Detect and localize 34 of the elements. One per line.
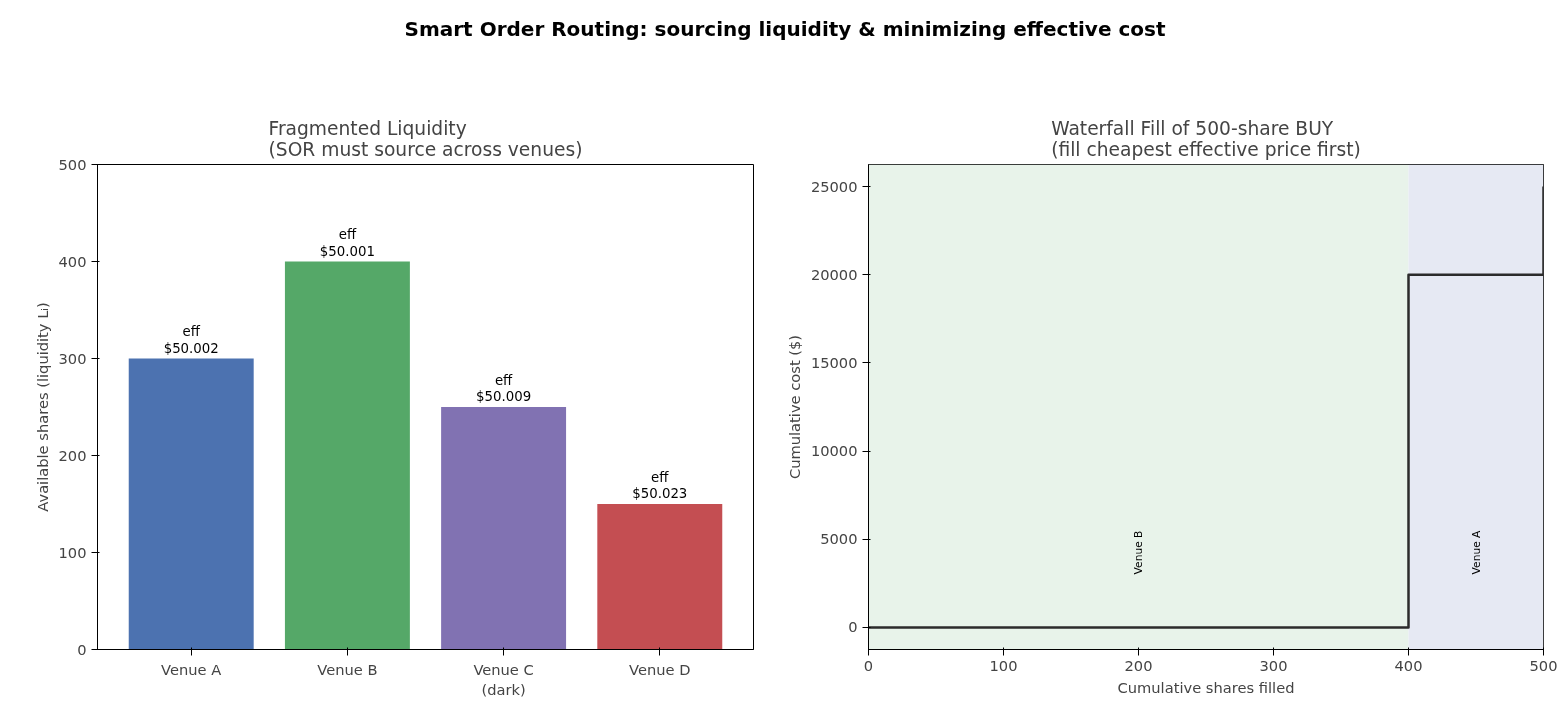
y-tick-label: 20000 (810, 265, 858, 283)
x-tick-label: 200 (1124, 656, 1153, 674)
y-tick-label: 5000 (820, 530, 858, 548)
x-tick-label: Venue A (161, 660, 222, 678)
x-tick-label: Venue C (dark) (473, 660, 534, 698)
x-tick-label: Venue B (317, 660, 378, 678)
y-tick-label: 0 (77, 640, 87, 658)
x-tick-label: Venue D (629, 660, 691, 678)
y-tick-label: 15000 (810, 353, 858, 371)
data-label: eff $50.001 (319, 227, 375, 259)
y-tick-label: 100 (58, 543, 87, 561)
x-tick-label: 500 (1529, 656, 1558, 674)
data-label: eff $50.023 (632, 469, 688, 501)
band-label: Venue A (1469, 529, 1483, 575)
y-tick-label: 300 (58, 349, 87, 367)
data-label: eff $50.009 (476, 372, 532, 404)
text: Smart Order Routing: sourcing liquidity & minimizing effective cost (404, 16, 1166, 43)
x-tick-label: 300 (1259, 656, 1288, 674)
y-tick-label: 25000 (810, 177, 858, 195)
x-tick-label: 400 (1394, 656, 1423, 674)
y-tick-label: 0 (848, 618, 858, 636)
y-tick-label: 400 (58, 252, 87, 270)
data-label: eff $50.002 (163, 324, 219, 356)
band-label: Venue B (1132, 530, 1145, 575)
chart-title: Fragmented Liquidity (SOR must source across venues) (268, 117, 583, 160)
y-tick-label: 10000 (810, 442, 858, 460)
x-tick-label: 0 (863, 656, 874, 674)
y-tick-label: 500 (58, 155, 87, 173)
chart-title: Waterfall Fill of 500-share BUY (fill cheapest effective price first) (1051, 117, 1361, 160)
y-tick-label: 200 (58, 446, 87, 464)
y-axis-title: Available shares (liquidity Lᵢ) (33, 302, 51, 512)
x-tick-label: 100 (989, 656, 1018, 674)
x-axis-title: Cumulative shares filled (1117, 678, 1295, 696)
y-axis-title: Cumulative cost ($) (785, 334, 803, 480)
